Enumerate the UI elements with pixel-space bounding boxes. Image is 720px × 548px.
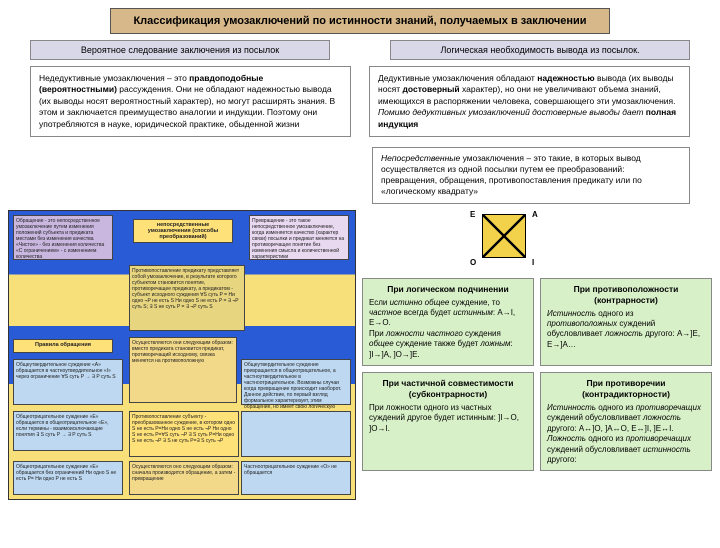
explain-row: Недедуктивные умозаключения – это правдо… bbox=[0, 60, 720, 143]
card-body: Если истинно общее суждение, то частное … bbox=[369, 298, 527, 360]
subheading-row: Вероятное следование заключения из посыл… bbox=[0, 40, 720, 60]
explain-left: Недедуктивные умозаключения – это правдо… bbox=[30, 66, 351, 137]
diagram-box: Осуществляются оно следующим образом: сн… bbox=[129, 461, 239, 495]
sq-label-i: I bbox=[532, 258, 534, 267]
diagram-box: Общеотрицательное суждение «Е» обращаетс… bbox=[13, 461, 123, 495]
diagram-box-prevращение: Превращение - это такое непосредственное… bbox=[249, 215, 349, 260]
card-subkontrarnost: При частичной совместимости (субконтрарн… bbox=[362, 372, 534, 471]
left-classification-diagram: Обращение - это непосредственное умозакл… bbox=[8, 210, 356, 500]
diagram-box-obращение: Обращение - это непосредственное умозакл… bbox=[13, 215, 113, 260]
diagram-box: Общеутвердительное суждение «А» обращает… bbox=[13, 359, 123, 405]
card-body: Истинность одного из противоположных суж… bbox=[547, 309, 705, 351]
card-body: Истинность одного из противоречащих сужд… bbox=[547, 403, 705, 465]
diagram-box: Общеотрицательное суждение «Е» обращаетс… bbox=[13, 411, 123, 451]
card-title: При частичной совместимости (субконтрарн… bbox=[369, 378, 527, 400]
card-body: При ложности одного из частных суждений … bbox=[369, 403, 527, 434]
card-kontradikt: При противоречии (контрадикторности) Ист… bbox=[540, 372, 712, 471]
subhead-left: Вероятное следование заключения из посыл… bbox=[30, 40, 330, 60]
diagram-box-protivpred: Противопоставление предикату представляе… bbox=[129, 265, 245, 331]
card-kontrarnost: При противоположности (контрарности) Ист… bbox=[540, 278, 712, 366]
card-title: При логическом подчинении bbox=[369, 284, 527, 295]
cards-row-2: При частичной совместимости (субконтрарн… bbox=[362, 372, 712, 471]
diagram-box-heading: непосредственные умозаключения (способы … bbox=[133, 219, 233, 243]
card-podchinenie: При логическом подчинении Если истинно о… bbox=[362, 278, 534, 366]
bottom-row: Обращение - это непосредственное умозакл… bbox=[0, 210, 720, 500]
diagram-box-rules: Правила обращения bbox=[13, 339, 113, 353]
card-title: При противоположности (контрарности) bbox=[547, 284, 705, 306]
card-title: При противоречии (контрадикторности) bbox=[547, 378, 705, 400]
diagram-box-protivsubj: Противопоставление субъекту - преобразов… bbox=[129, 411, 239, 457]
diagram-box: Частноотрицательное суждение «О» не обра… bbox=[241, 461, 351, 495]
diagram-box: Общеутвердительное суждение превращается… bbox=[241, 359, 351, 405]
right-column: E A O I При логическом подчинении Если и… bbox=[362, 210, 712, 500]
cards-row-1: При логическом подчинении Если истинно о… bbox=[362, 278, 712, 366]
sq-label-a: A bbox=[532, 210, 538, 219]
sq-label-o: O bbox=[470, 258, 476, 267]
square-icon bbox=[482, 214, 526, 258]
logical-square: E A O I bbox=[362, 210, 712, 272]
sq-label-e: E bbox=[470, 210, 475, 219]
page-title: Классификация умозаключений по истинност… bbox=[110, 8, 610, 34]
diagram-box bbox=[241, 411, 351, 457]
immediate-box: Непосредственные умозаключения – это так… bbox=[372, 147, 690, 203]
explain-right: Дедуктивные умозаключения обладают надеж… bbox=[369, 66, 690, 137]
diagram-box: Осуществляются они следующим образом: вм… bbox=[129, 337, 237, 403]
subhead-right: Логическая необходимость вывода из посыл… bbox=[390, 40, 690, 60]
